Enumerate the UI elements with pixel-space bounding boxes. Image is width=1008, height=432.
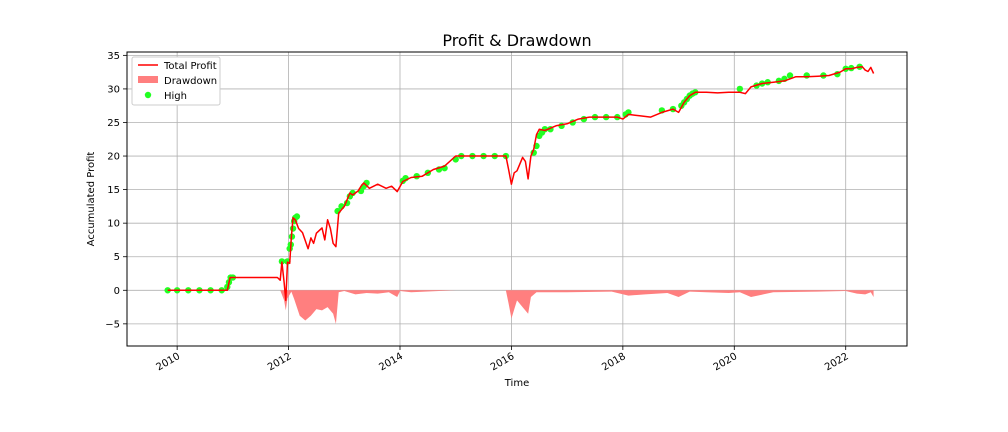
profit-layer <box>167 66 875 302</box>
high-marker <box>786 72 794 79</box>
x-axis-label: Time <box>504 378 529 389</box>
high-marker <box>736 85 744 93</box>
legend-drawdown-label: Drawdown <box>164 76 217 87</box>
y-tick-label: 30 <box>107 84 120 95</box>
legend-high-label: High <box>164 91 187 102</box>
plot-background <box>127 52 907 346</box>
y-tick-label: 10 <box>107 219 120 230</box>
y-tick-label: 25 <box>107 118 120 129</box>
grid <box>127 52 907 346</box>
total-profit-line <box>167 66 875 302</box>
y-axis-label: Accumulated Profit <box>86 152 97 247</box>
y-tick-label: 20 <box>107 152 120 163</box>
legend-total-profit-label: Total Profit <box>163 61 217 72</box>
chart-title: Profit & Drawdown <box>442 31 591 50</box>
y-tick-label: −5 <box>105 319 120 330</box>
y-tick-label: 15 <box>107 185 120 196</box>
legend-drawdown-swatch <box>138 76 158 83</box>
drawdown-area <box>167 290 874 324</box>
y-tick-label: 0 <box>114 286 120 297</box>
y-tick-label: 5 <box>114 252 120 263</box>
y-axis: −5 0 5 10 15 20 25 30 35 <box>105 51 127 330</box>
plot-frame <box>126 51 908 347</box>
high-marker <box>164 287 171 294</box>
drawdown-layer <box>167 290 874 324</box>
legend: Total Profit Drawdown High <box>131 56 221 106</box>
legend-high-swatch <box>144 91 152 99</box>
y-tick-label: 35 <box>107 51 120 62</box>
high-marker <box>803 72 810 79</box>
plot-area <box>126 51 908 347</box>
legend-box <box>131 56 221 106</box>
high-marker <box>293 213 301 220</box>
